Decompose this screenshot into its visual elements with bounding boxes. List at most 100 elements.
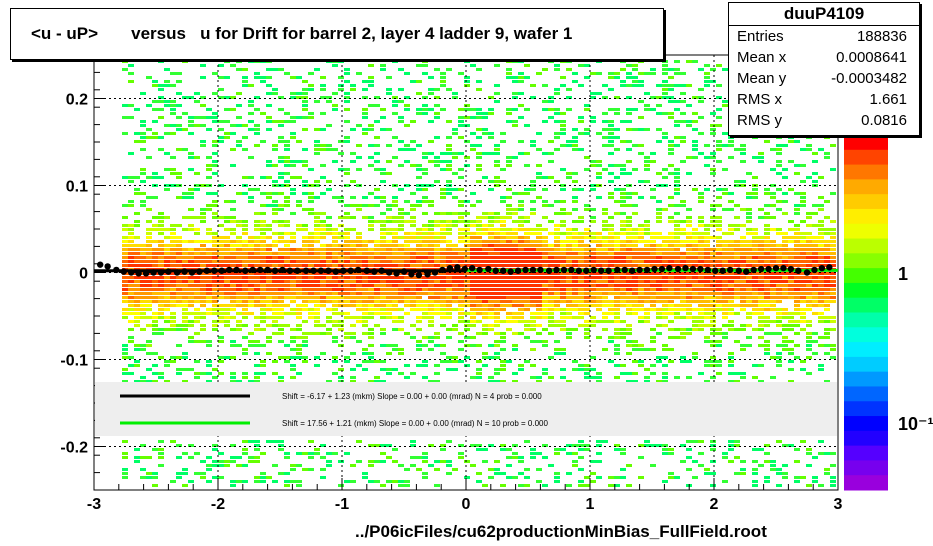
heatmap-cell bbox=[806, 296, 812, 299]
heatmap-cell bbox=[314, 100, 320, 103]
heatmap-cell bbox=[398, 276, 404, 279]
heatmap-cell bbox=[284, 184, 290, 187]
heatmap-cell bbox=[464, 344, 470, 347]
heatmap-cell bbox=[632, 204, 638, 207]
heatmap-cell bbox=[806, 336, 812, 339]
heatmap-cell bbox=[374, 120, 380, 123]
heatmap-cell bbox=[608, 124, 614, 127]
heatmap-cell bbox=[620, 196, 626, 199]
heatmap-cell bbox=[770, 292, 776, 295]
heatmap-cell bbox=[230, 308, 236, 311]
heatmap-cell bbox=[212, 160, 218, 163]
heatmap-cell bbox=[500, 288, 506, 291]
heatmap-cell bbox=[410, 372, 416, 375]
heatmap-cell bbox=[590, 236, 596, 239]
heatmap-cell bbox=[500, 276, 506, 279]
heatmap-cell bbox=[536, 300, 542, 303]
heatmap-cell bbox=[830, 144, 836, 147]
heatmap-cell bbox=[224, 296, 230, 299]
heatmap-cell bbox=[728, 244, 734, 247]
heatmap-cell bbox=[320, 304, 326, 307]
heatmap-cell bbox=[794, 332, 800, 335]
heatmap-cell bbox=[140, 312, 146, 315]
heatmap-cell bbox=[488, 344, 494, 347]
heatmap-cell bbox=[740, 244, 746, 247]
heatmap-cell bbox=[722, 292, 728, 295]
heatmap-cell bbox=[650, 296, 656, 299]
heatmap-cell bbox=[350, 380, 356, 383]
heatmap-cell bbox=[626, 292, 632, 295]
heatmap-cell bbox=[212, 324, 218, 327]
heatmap-cell bbox=[332, 280, 338, 283]
heatmap-cell bbox=[332, 260, 338, 263]
heatmap-cell bbox=[800, 300, 806, 303]
heatmap-cell bbox=[170, 240, 176, 243]
heatmap-cell bbox=[422, 152, 428, 155]
heatmap-cell bbox=[608, 280, 614, 283]
heatmap-cell bbox=[572, 276, 578, 279]
heatmap-cell bbox=[362, 348, 368, 351]
heatmap-cell bbox=[386, 304, 392, 307]
heatmap-cell bbox=[806, 232, 812, 235]
heatmap-cell bbox=[488, 328, 494, 331]
heatmap-cell bbox=[122, 288, 128, 291]
heatmap-cell bbox=[122, 452, 128, 455]
heatmap-cell bbox=[152, 176, 158, 179]
heatmap-cell bbox=[440, 168, 446, 171]
heatmap-cell bbox=[698, 452, 704, 455]
heatmap-cell bbox=[296, 336, 302, 339]
heatmap-cell bbox=[620, 224, 626, 227]
heatmap-cell bbox=[722, 260, 728, 263]
heatmap-cell bbox=[428, 264, 434, 267]
heatmap-cell bbox=[608, 484, 614, 487]
heatmap-cell bbox=[704, 316, 710, 319]
heatmap-cell bbox=[452, 248, 458, 251]
heatmap-cell bbox=[554, 132, 560, 135]
heatmap-cell bbox=[626, 216, 632, 219]
heatmap-cell bbox=[128, 180, 134, 183]
heatmap-cell bbox=[446, 152, 452, 155]
heatmap-cell bbox=[392, 280, 398, 283]
heatmap-cell bbox=[596, 240, 602, 243]
heatmap-cell bbox=[476, 68, 482, 71]
heatmap-cell bbox=[134, 252, 140, 255]
heatmap-cell bbox=[218, 464, 224, 467]
heatmap-cell bbox=[272, 208, 278, 211]
heatmap-cell bbox=[212, 252, 218, 255]
heatmap-cell bbox=[338, 460, 344, 463]
heatmap-cell bbox=[566, 284, 572, 287]
heatmap-cell bbox=[164, 260, 170, 263]
heatmap-cell bbox=[170, 252, 176, 255]
heatmap-cell bbox=[770, 216, 776, 219]
heatmap-cell bbox=[686, 220, 692, 223]
heatmap-cell bbox=[716, 304, 722, 307]
heatmap-cell bbox=[194, 360, 200, 363]
heatmap-cell bbox=[662, 176, 668, 179]
heatmap-cell bbox=[170, 224, 176, 227]
heatmap-cell bbox=[236, 220, 242, 223]
heatmap-cell bbox=[182, 260, 188, 263]
heatmap-cell bbox=[782, 288, 788, 291]
heatmap-cell bbox=[308, 112, 314, 115]
heatmap-cell bbox=[758, 464, 764, 467]
heatmap-cell bbox=[584, 232, 590, 235]
heatmap-cell bbox=[638, 252, 644, 255]
heatmap-cell bbox=[764, 316, 770, 319]
heatmap-cell bbox=[170, 72, 176, 75]
heatmap-cell bbox=[164, 364, 170, 367]
heatmap-cell bbox=[554, 272, 560, 275]
heatmap-cell bbox=[152, 332, 158, 335]
heatmap-cell bbox=[680, 204, 686, 207]
heatmap-cell bbox=[638, 144, 644, 147]
heatmap-cell bbox=[710, 444, 716, 447]
heatmap-cell bbox=[476, 252, 482, 255]
heatmap-cell bbox=[398, 100, 404, 103]
heatmap-cell bbox=[410, 288, 416, 291]
heatmap-cell bbox=[704, 260, 710, 263]
heatmap-cell bbox=[236, 276, 242, 279]
heatmap-cell bbox=[698, 288, 704, 291]
heatmap-cell bbox=[272, 92, 278, 95]
heatmap-cell bbox=[344, 204, 350, 207]
heatmap-cell bbox=[584, 372, 590, 375]
heatmap-cell bbox=[338, 328, 344, 331]
